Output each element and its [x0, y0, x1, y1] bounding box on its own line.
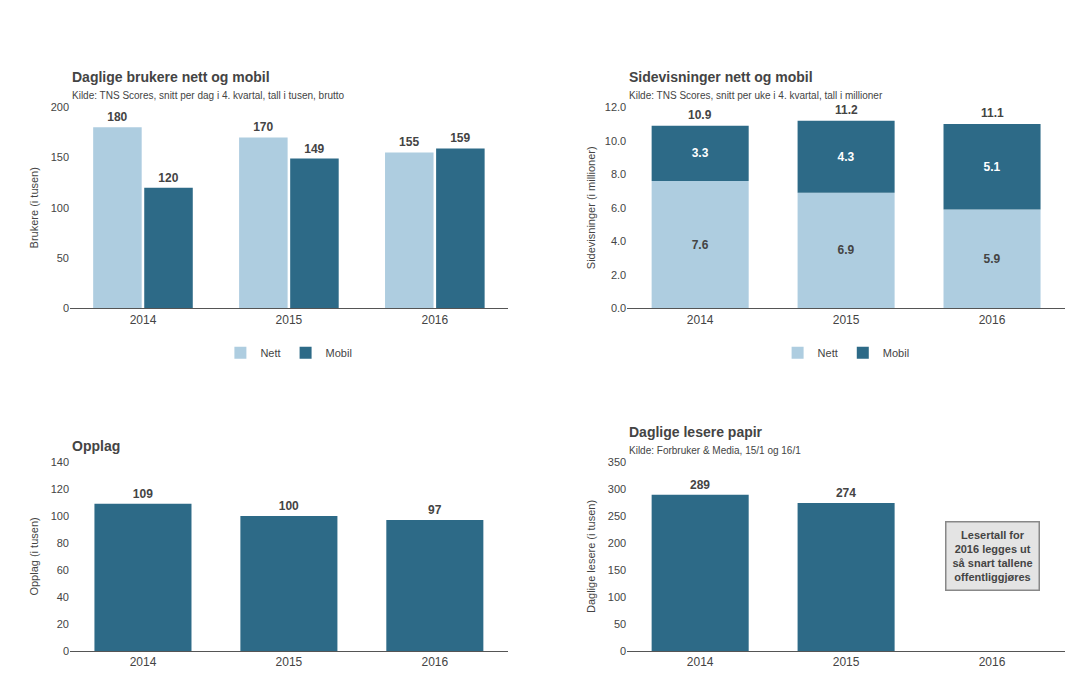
- svg-text:7.6: 7.6: [692, 238, 709, 252]
- svg-text:Mobil: Mobil: [326, 347, 352, 359]
- svg-text:200: 200: [608, 537, 626, 549]
- svg-text:120: 120: [158, 171, 178, 185]
- svg-text:Kilde: Forbruker & Media, 15/1: Kilde: Forbruker & Media, 15/1 og 16/1: [629, 445, 801, 456]
- svg-text:149: 149: [304, 142, 324, 156]
- svg-text:4.3: 4.3: [838, 150, 855, 164]
- svg-text:Opplag (i tusen): Opplag (i tusen): [28, 517, 40, 595]
- svg-text:100: 100: [51, 510, 69, 522]
- svg-text:2015: 2015: [833, 655, 860, 669]
- svg-text:Mobil: Mobil: [883, 347, 909, 359]
- svg-text:2014: 2014: [687, 655, 714, 669]
- svg-text:20: 20: [57, 618, 69, 630]
- svg-text:6.0: 6.0: [611, 202, 626, 214]
- svg-text:8.0: 8.0: [611, 168, 626, 180]
- svg-text:Sidevisninger (i millioner): Sidevisninger (i millioner): [585, 146, 597, 269]
- svg-text:50: 50: [57, 252, 69, 264]
- svg-text:250: 250: [608, 510, 626, 522]
- svg-text:120: 120: [51, 483, 69, 495]
- svg-text:60: 60: [57, 564, 69, 576]
- svg-text:5.9: 5.9: [984, 252, 1001, 266]
- svg-text:2014: 2014: [130, 655, 157, 669]
- svg-text:Kilde: TNS Scores, snitt per d: Kilde: TNS Scores, snitt per dag i 4. kv…: [72, 90, 345, 101]
- svg-text:Nett: Nett: [260, 347, 280, 359]
- svg-text:350: 350: [608, 456, 626, 468]
- svg-text:2015: 2015: [276, 313, 303, 327]
- svg-text:Sidevisninger nett og mobil: Sidevisninger nett og mobil: [629, 69, 813, 85]
- svg-text:2015: 2015: [276, 655, 303, 669]
- svg-text:Opplag: Opplag: [72, 438, 120, 454]
- svg-text:150: 150: [608, 564, 626, 576]
- svg-text:11.2: 11.2: [835, 103, 858, 117]
- svg-text:10.9: 10.9: [688, 108, 712, 122]
- svg-text:Brukere (i tusen): Brukere (i tusen): [28, 167, 40, 248]
- svg-text:289: 289: [690, 478, 710, 492]
- svg-text:100: 100: [51, 202, 69, 214]
- svg-text:100: 100: [279, 499, 299, 513]
- svg-text:3.3: 3.3: [692, 146, 709, 160]
- svg-text:Daglige lesere papir: Daglige lesere papir: [629, 424, 763, 440]
- svg-text:6.9: 6.9: [838, 243, 855, 257]
- svg-text:300: 300: [608, 483, 626, 495]
- svg-text:180: 180: [107, 110, 127, 124]
- svg-text:200: 200: [51, 101, 69, 113]
- svg-text:100: 100: [608, 591, 626, 603]
- svg-text:12.0: 12.0: [605, 101, 626, 113]
- svg-text:0.0: 0.0: [611, 302, 626, 314]
- svg-text:140: 140: [51, 456, 69, 468]
- svg-text:40: 40: [57, 591, 69, 603]
- svg-text:10.0: 10.0: [605, 135, 626, 147]
- svg-text:4.0: 4.0: [611, 235, 626, 247]
- svg-text:2016: 2016: [979, 313, 1006, 327]
- svg-text:2014: 2014: [687, 313, 714, 327]
- svg-text:Nett: Nett: [818, 347, 838, 359]
- svg-text:2.0: 2.0: [611, 269, 626, 281]
- svg-text:97: 97: [428, 503, 442, 517]
- svg-text:2016: 2016: [979, 655, 1006, 669]
- svg-text:2016: 2016: [421, 655, 448, 669]
- svg-text:80: 80: [57, 537, 69, 549]
- svg-text:155: 155: [399, 135, 419, 149]
- svg-text:11.1: 11.1: [981, 106, 1004, 120]
- svg-text:Kilde: TNS Scores, snitt per u: Kilde: TNS Scores, snitt per uke i 4. kv…: [629, 90, 883, 101]
- svg-text:50: 50: [614, 618, 626, 630]
- svg-text:274: 274: [836, 486, 856, 500]
- svg-text:159: 159: [450, 131, 470, 145]
- svg-text:109: 109: [133, 487, 153, 501]
- svg-text:0: 0: [63, 645, 69, 657]
- svg-text:0: 0: [620, 645, 626, 657]
- svg-text:Lesertall for2016 legges utså: Lesertall for2016 legges utså snart tall…: [953, 529, 1033, 584]
- svg-text:Daglige brukere nett og mobil: Daglige brukere nett og mobil: [72, 69, 270, 85]
- svg-text:170: 170: [253, 120, 273, 134]
- svg-text:2016: 2016: [421, 313, 448, 327]
- svg-text:2014: 2014: [130, 313, 157, 327]
- svg-text:150: 150: [51, 151, 69, 163]
- svg-text:5.1: 5.1: [984, 160, 1001, 174]
- svg-text:2015: 2015: [833, 313, 860, 327]
- svg-text:Daglige lesere (i tusen): Daglige lesere (i tusen): [585, 500, 597, 613]
- svg-text:0: 0: [63, 302, 69, 314]
